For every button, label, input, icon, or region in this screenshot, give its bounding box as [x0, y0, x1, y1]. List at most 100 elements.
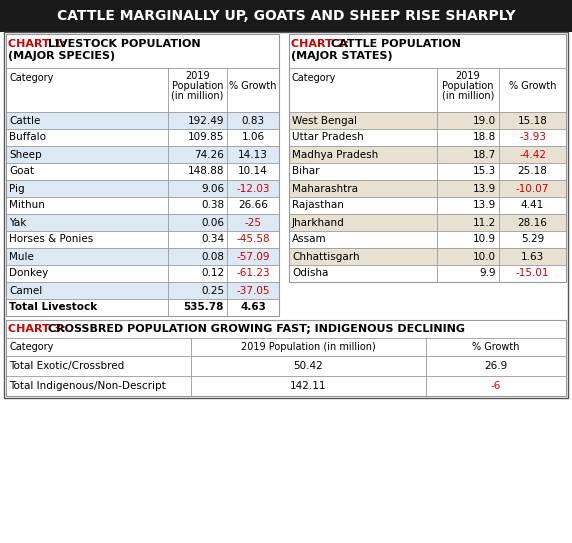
Text: 10.14: 10.14 [238, 167, 268, 176]
Text: Chhattisgarh: Chhattisgarh [292, 251, 360, 262]
Bar [6, 282, 279, 299]
Text: -10.07: -10.07 [516, 184, 549, 193]
Text: 26.9: 26.9 [484, 361, 507, 371]
Text: 0.83: 0.83 [241, 116, 265, 125]
Text: CATTLE MARGINALLY UP, GOATS AND SHEEP RISE SHARPLY: CATTLE MARGINALLY UP, GOATS AND SHEEP RI… [57, 9, 515, 23]
Text: 18.8: 18.8 [472, 132, 496, 142]
Text: 9.9: 9.9 [479, 268, 496, 279]
Bar [289, 248, 566, 265]
Text: 0.34: 0.34 [201, 235, 224, 244]
Text: Pig: Pig [9, 184, 25, 193]
Text: (MAJOR SPECIES): (MAJOR SPECIES) [8, 51, 115, 61]
Text: -37.05: -37.05 [236, 286, 270, 295]
Text: -4.42: -4.42 [519, 149, 546, 160]
Text: (in million): (in million) [171, 91, 224, 101]
Text: % Growth: % Growth [229, 81, 277, 91]
Text: 10.9: 10.9 [473, 235, 496, 244]
Text: CATTLE POPULATION: CATTLE POPULATION [331, 39, 461, 49]
Bar [6, 248, 279, 265]
Text: Goat: Goat [9, 167, 34, 176]
Text: 0.12: 0.12 [201, 268, 224, 279]
Text: % Growth: % Growth [472, 342, 520, 352]
Bar [6, 129, 279, 146]
Text: Madhya Pradesh: Madhya Pradesh [292, 149, 378, 160]
Text: LIVESTOCK POPULATION: LIVESTOCK POPULATION [48, 39, 201, 49]
Bar [6, 163, 279, 180]
Bar [6, 320, 566, 396]
Bar [289, 265, 566, 282]
Bar [289, 112, 566, 129]
Text: -25: -25 [244, 218, 261, 228]
Text: Total Livestock: Total Livestock [9, 302, 97, 313]
Text: 2019: 2019 [456, 71, 480, 81]
Bar [6, 146, 279, 163]
Text: 4.63: 4.63 [240, 302, 266, 313]
Text: 4.41: 4.41 [521, 200, 544, 211]
Text: 15.3: 15.3 [472, 167, 496, 176]
Bar [6, 214, 279, 231]
Text: Mule: Mule [9, 251, 34, 262]
Text: 0.38: 0.38 [201, 200, 224, 211]
Text: 1.06: 1.06 [241, 132, 265, 142]
Bar [6, 34, 279, 316]
Text: (in million): (in million) [442, 91, 494, 101]
Text: -3.93: -3.93 [519, 132, 546, 142]
Bar [289, 180, 566, 197]
Bar [6, 376, 566, 396]
Text: (MAJOR STATES): (MAJOR STATES) [291, 51, 392, 61]
Text: 28.16: 28.16 [518, 218, 547, 228]
Text: 0.08: 0.08 [201, 251, 224, 262]
Bar [289, 163, 566, 180]
Text: 74.26: 74.26 [194, 149, 224, 160]
Text: 50.42: 50.42 [293, 361, 323, 371]
Text: Population: Population [172, 81, 223, 91]
Bar [289, 231, 566, 248]
Text: 5.29: 5.29 [521, 235, 544, 244]
Text: CHART 1:: CHART 1: [8, 39, 66, 49]
Text: 18.7: 18.7 [472, 149, 496, 160]
Text: Rajasthan: Rajasthan [292, 200, 344, 211]
Bar [6, 265, 279, 282]
Text: 535.78: 535.78 [184, 302, 224, 313]
Text: Cattle: Cattle [9, 116, 41, 125]
Text: Mithun: Mithun [9, 200, 45, 211]
Text: Population: Population [442, 81, 494, 91]
Text: 19.0: 19.0 [473, 116, 496, 125]
Text: Bihar: Bihar [292, 167, 320, 176]
Text: CROSSBRED POPULATION GROWING FAST; INDIGENOUS DECLINING: CROSSBRED POPULATION GROWING FAST; INDIG… [48, 324, 465, 334]
Text: 0.06: 0.06 [201, 218, 224, 228]
Bar [289, 34, 566, 282]
Text: 192.49: 192.49 [188, 116, 224, 125]
Text: 11.2: 11.2 [472, 218, 496, 228]
Text: 2019 Population (in million): 2019 Population (in million) [241, 342, 376, 352]
Text: CHART 2:: CHART 2: [291, 39, 349, 49]
Bar [289, 197, 566, 214]
Text: Odisha: Odisha [292, 268, 328, 279]
Text: 13.9: 13.9 [472, 184, 496, 193]
Text: Uttar Pradesh: Uttar Pradesh [292, 132, 364, 142]
Text: 13.9: 13.9 [472, 200, 496, 211]
Bar [6, 112, 279, 129]
Bar [289, 146, 566, 163]
Text: Category: Category [292, 73, 336, 83]
Text: Category: Category [9, 73, 53, 83]
Bar [289, 129, 566, 146]
Text: 2019: 2019 [185, 71, 210, 81]
Text: % Growth: % Growth [509, 81, 556, 91]
Text: 10.0: 10.0 [473, 251, 496, 262]
Bar [6, 299, 279, 316]
Text: 9.06: 9.06 [201, 184, 224, 193]
Text: 0.25: 0.25 [201, 286, 224, 295]
Text: Donkey: Donkey [9, 268, 48, 279]
Bar [6, 197, 279, 214]
Bar [289, 214, 566, 231]
Text: Maharashtra: Maharashtra [292, 184, 358, 193]
Bar [0, 0, 572, 32]
Text: Total Indigenous/Non-Descript: Total Indigenous/Non-Descript [9, 381, 166, 391]
Text: 148.88: 148.88 [188, 167, 224, 176]
Text: Sheep: Sheep [9, 149, 42, 160]
Text: 1.63: 1.63 [521, 251, 544, 262]
Text: 15.18: 15.18 [518, 116, 547, 125]
Bar [4, 32, 568, 398]
Text: Jharkhand: Jharkhand [292, 218, 345, 228]
